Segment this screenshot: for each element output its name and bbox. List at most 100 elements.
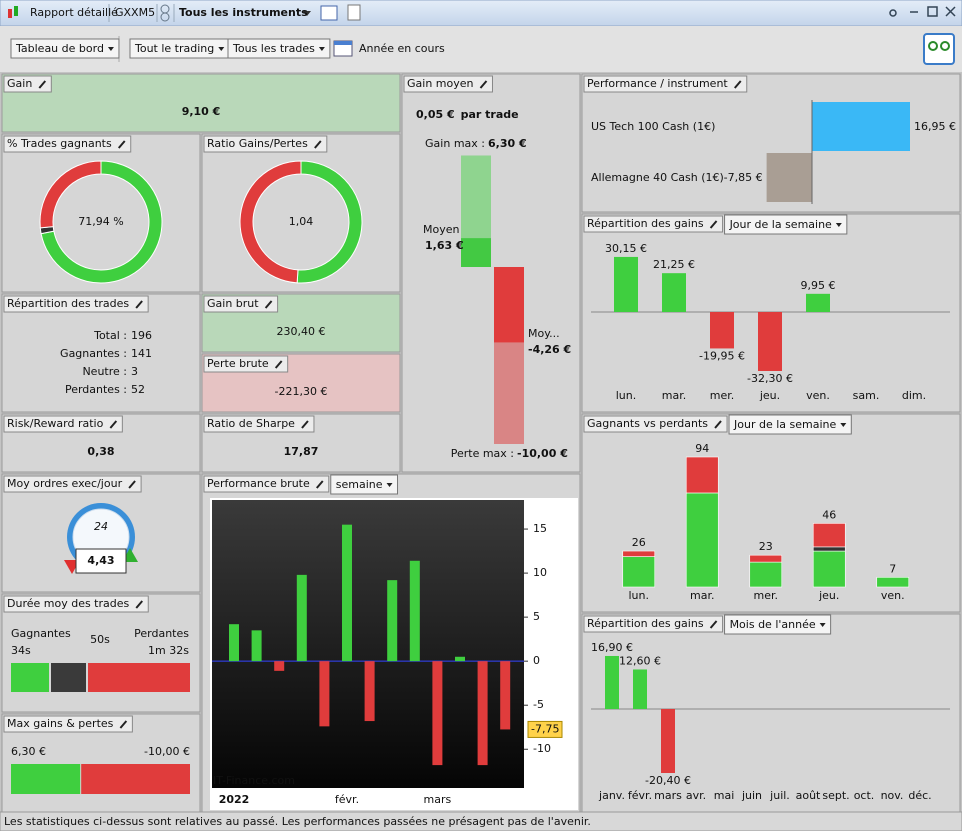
wrench-icon[interactable] <box>128 480 136 489</box>
dropdown[interactable] <box>227 38 331 59</box>
panel-title: Gain brut <box>207 297 259 310</box>
category-label: jeu. <box>818 589 839 602</box>
bar-segment <box>812 546 846 552</box>
bar-segment <box>622 556 656 588</box>
close-button[interactable] <box>945 6 956 17</box>
wrench-icon[interactable] <box>316 480 324 489</box>
category-label: avr. <box>686 789 706 802</box>
panel-title: Performance brute <box>207 477 310 490</box>
gain-value: 9,10 € <box>182 105 221 118</box>
duration-bar <box>88 663 190 692</box>
wrench-icon[interactable] <box>264 300 273 309</box>
bar <box>11 764 81 794</box>
x-tick-label: 2022 <box>219 793 250 806</box>
wrench-icon[interactable] <box>714 420 722 429</box>
panel-tab <box>3 415 123 433</box>
chart-icon[interactable] <box>320 5 338 21</box>
split-label: Neutre : <box>82 365 127 378</box>
bar <box>477 661 488 766</box>
wrench-icon[interactable] <box>301 420 309 429</box>
dropdown-label: Tableau de bord <box>15 42 104 55</box>
bar <box>387 580 398 662</box>
wrench-icon[interactable] <box>733 80 742 89</box>
dropdown-arrow[interactable] <box>303 11 311 16</box>
wrench-icon[interactable] <box>274 360 283 369</box>
bar-value: 6,30 € <box>488 137 527 150</box>
panel-tab <box>203 415 315 433</box>
average-time: 50s <box>90 633 110 646</box>
dropdown-arrow <box>386 483 393 487</box>
panel-tab <box>203 295 279 313</box>
y-tick-label: -10 <box>533 742 551 755</box>
dropdown[interactable] <box>728 414 852 435</box>
category-label: déc. <box>908 789 931 802</box>
wrench-icon[interactable] <box>38 80 47 89</box>
value-label: 30,15 € <box>605 242 647 255</box>
bar-segment <box>749 554 783 563</box>
panel-title: Durée moy des trades <box>7 597 130 610</box>
dropdown[interactable] <box>330 474 399 495</box>
bar-segment <box>812 550 846 588</box>
gross-gain: 230,40 € <box>277 325 326 338</box>
category-label: mai <box>714 789 735 802</box>
losers-time: 1m 32s <box>148 644 189 657</box>
menu-item: Rapport détaillé <box>30 6 118 19</box>
dropdown-label: Jour de la semaine <box>733 418 836 431</box>
dropdown-label: Mois de l'année <box>730 618 816 631</box>
category-label: jeu. <box>759 389 780 402</box>
value-box <box>75 548 127 574</box>
panel-tab <box>203 355 289 373</box>
panel <box>1 593 201 713</box>
category-label: nov. <box>881 789 904 802</box>
category-label: ven. <box>806 389 830 402</box>
y-tick-label: 10 <box>533 566 547 579</box>
bar-label: Gain max : <box>425 137 485 150</box>
bar <box>710 312 734 349</box>
wrench-icon[interactable] <box>109 420 118 429</box>
wrench-icon[interactable] <box>314 140 322 149</box>
wrench-icon[interactable] <box>135 600 144 609</box>
dropdown[interactable] <box>724 614 832 635</box>
panel <box>1 133 201 293</box>
wrench-icon[interactable] <box>117 140 126 149</box>
panel-tab <box>3 595 149 613</box>
panel-title: Gain moyen <box>407 77 474 90</box>
dropdown-label: Tout le trading <box>134 42 214 55</box>
bar-segment <box>749 561 783 588</box>
split-label: Total : <box>93 329 127 342</box>
bar <box>806 293 830 312</box>
panel-title: Gagnants vs perdants <box>587 417 708 430</box>
category-label: juil. <box>769 789 790 802</box>
wrench-icon[interactable] <box>119 720 128 729</box>
maximize-button[interactable] <box>927 6 938 17</box>
duration-bar <box>51 663 86 692</box>
bar-segment <box>876 577 910 588</box>
dropdown-arrow <box>819 623 826 627</box>
bar <box>661 709 675 773</box>
bar-value: 1,63 € <box>425 239 464 252</box>
bar <box>494 267 524 343</box>
category-label: sept. <box>822 789 849 802</box>
settings-icon[interactable] <box>923 33 955 65</box>
wrench-icon[interactable] <box>479 80 488 89</box>
dropdown[interactable] <box>10 38 120 59</box>
calendar-icon[interactable] <box>333 40 353 57</box>
bar <box>633 669 647 709</box>
bar <box>662 273 686 312</box>
sharpe: 17,87 <box>284 445 319 458</box>
bar <box>364 661 375 722</box>
wrench-icon[interactable] <box>709 220 718 229</box>
share-icon[interactable] <box>889 9 897 17</box>
panel-title: Répartition des gains <box>587 217 704 230</box>
split-value: 52 <box>131 383 145 396</box>
copy-icon[interactable] <box>347 4 361 21</box>
panel-title: Répartition des trades <box>7 297 129 310</box>
wrench-icon[interactable] <box>709 620 718 629</box>
max-gain: 6,30 € <box>11 745 46 758</box>
dropdown[interactable] <box>724 214 848 235</box>
category-label: févr. <box>628 789 652 802</box>
panel <box>1 293 201 413</box>
wrench-icon[interactable] <box>135 300 143 309</box>
dropdown-arrow <box>318 47 325 51</box>
panel-title: Gain <box>7 77 32 90</box>
